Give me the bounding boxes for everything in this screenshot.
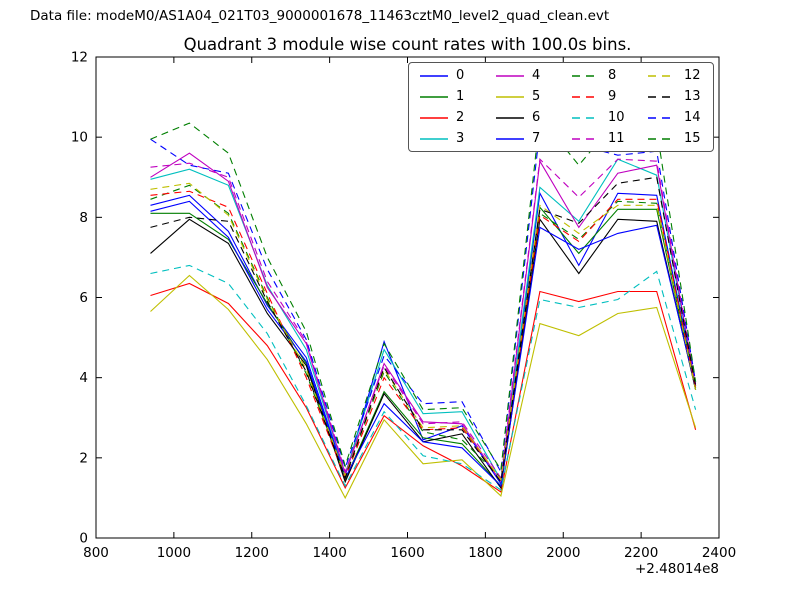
legend-line-sample-4 [496,74,524,77]
series-line-12 [150,182,697,482]
y-tick-label-10: 10 [71,130,88,146]
legend-line-sample-10 [572,116,600,119]
series-line-9 [150,190,697,482]
legend-entry-8: 8 [561,65,637,86]
legend-entry-5: 5 [485,86,561,107]
legend-entry-13: 13 [637,86,713,107]
x-tick-label-2400: 2400 [702,545,736,561]
legend: 0 1 2 3 4 5 6 7 8 9 10 11 12 13 14 15 [408,62,714,152]
legend-label-13: 13 [684,89,701,104]
data-file-text: Data file: modeM0/AS1A04_021T03_90000016… [30,8,610,24]
legend-label-10: 10 [608,110,625,125]
legend-label-4: 4 [532,68,541,83]
legend-label-5: 5 [532,89,541,104]
series-line-13 [150,176,697,484]
legend-label-14: 14 [684,110,701,125]
series-line-15 [150,115,697,472]
legend-line-sample-2 [420,116,448,119]
series-line-4 [150,152,697,484]
x-tick-label-2200: 2200 [624,545,658,561]
x-tick-label-1000: 1000 [157,545,191,561]
legend-entry-9: 9 [561,86,637,107]
legend-line-sample-13 [648,95,676,98]
legend-entry-7: 7 [485,128,561,149]
series-line-11 [150,158,697,480]
legend-entry-12: 12 [637,65,713,86]
legend-label-9: 9 [608,89,617,104]
legend-entry-6: 6 [485,107,561,128]
legend-line-sample-7 [496,137,524,140]
legend-entry-11: 11 [561,128,637,149]
x-tick-label-800: 800 [83,545,109,561]
y-tick-label-6: 6 [79,290,88,306]
x-tick-label-1200: 1200 [235,545,269,561]
series-line-2 [150,282,697,493]
legend-line-sample-3 [420,137,448,140]
legend-entry-0: 0 [409,65,485,86]
series-line-3 [150,158,697,482]
legend-entry-1: 1 [409,86,485,107]
y-tick-label-2: 2 [79,450,88,466]
legend-entry-15: 15 [637,128,713,149]
series-line-5 [150,274,697,500]
legend-label-15: 15 [684,131,701,146]
legend-line-sample-12 [648,74,676,77]
legend-line-sample-15 [648,137,676,140]
legend-entry-4: 4 [485,65,561,86]
legend-line-sample-1 [420,95,448,98]
y-tick-label-4: 4 [79,370,88,386]
legend-entry-3: 3 [409,128,485,149]
y-tick-label-12: 12 [71,50,88,66]
legend-label-6: 6 [532,110,541,125]
legend-label-8: 8 [608,68,617,83]
y-tick-label-0: 0 [79,531,88,547]
legend-line-sample-14 [648,116,676,119]
legend-label-7: 7 [532,131,541,146]
x-axis-offset-text: +2.48014e8 [634,561,719,577]
legend-line-sample-9 [572,95,600,98]
legend-line-sample-5 [496,95,524,98]
legend-line-sample-11 [572,137,600,140]
x-tick-label-1800: 1800 [468,545,502,561]
legend-label-12: 12 [684,68,701,83]
legend-line-sample-8 [572,74,600,77]
legend-label-0: 0 [456,68,465,83]
series-line-0 [150,191,697,486]
y-tick-label-8: 8 [79,210,88,226]
x-tick-label-1400: 1400 [312,545,346,561]
series-line-7 [150,200,697,488]
series-line-1 [150,206,697,488]
legend-entry-2: 2 [409,107,485,128]
legend-label-1: 1 [456,89,465,104]
legend-label-11: 11 [608,131,625,146]
legend-entry-10: 10 [561,107,637,128]
legend-label-3: 3 [456,131,465,146]
x-tick-label-1600: 1600 [390,545,424,561]
x-tick-label-2000: 2000 [546,545,580,561]
legend-line-sample-6 [496,116,524,119]
legend-label-2: 2 [456,110,465,125]
series-line-6 [150,217,697,490]
series-line-10 [150,264,697,491]
legend-entry-14: 14 [637,107,713,128]
series-line-8 [150,184,697,480]
legend-line-sample-0 [420,74,448,77]
chart-title: Quadrant 3 module wise count rates with … [183,35,632,54]
